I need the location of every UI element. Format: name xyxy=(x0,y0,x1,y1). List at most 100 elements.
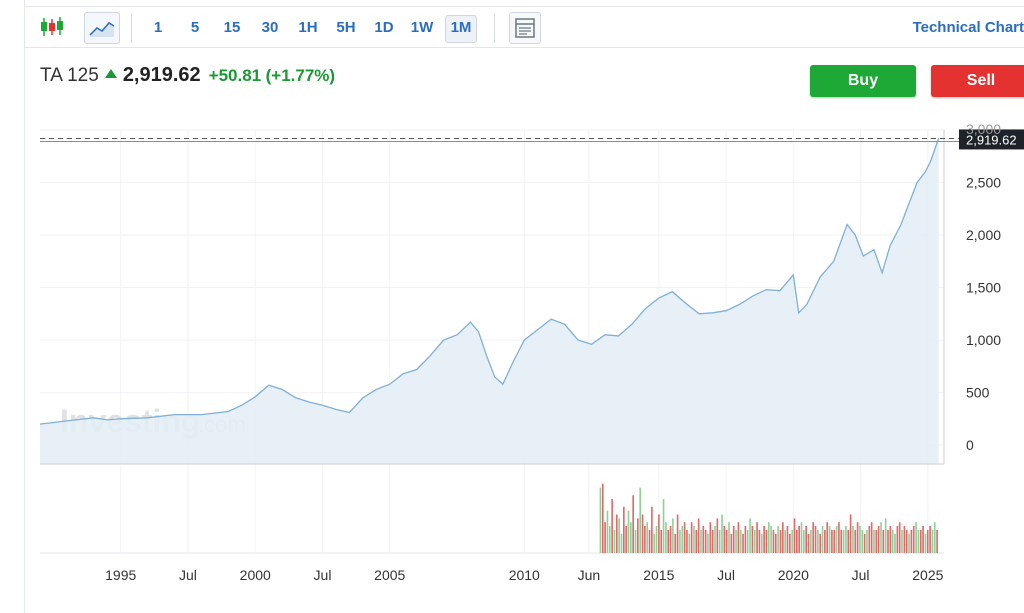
y-tick-label: 0 xyxy=(966,437,974,453)
volume-bar xyxy=(784,529,786,553)
volume-bar xyxy=(625,526,627,553)
price-line xyxy=(39,138,940,425)
price-change: +50.81 xyxy=(208,66,262,85)
x-tick-label: 2025 xyxy=(912,567,943,583)
volume-bar xyxy=(788,533,791,554)
volume-bar xyxy=(686,529,688,553)
volume-bar xyxy=(824,529,826,553)
volume-bar xyxy=(835,526,838,553)
x-tick-label: 2020 xyxy=(778,567,809,583)
volume-bar xyxy=(800,522,803,553)
volume-bar xyxy=(695,529,698,553)
volume-bar xyxy=(613,529,616,553)
line-chart-button[interactable] xyxy=(84,12,120,44)
volume-bar xyxy=(854,529,857,553)
interval-1m[interactable]: 1M xyxy=(445,15,477,43)
volume-bar xyxy=(728,522,730,553)
volume-bar xyxy=(933,522,936,553)
volume-bar xyxy=(786,526,789,553)
volume-bar xyxy=(672,518,674,553)
volume-bar xyxy=(709,522,712,553)
volume-bar xyxy=(903,526,906,553)
volume-bar xyxy=(688,533,691,554)
volume-bar xyxy=(760,533,763,554)
volume-bar xyxy=(667,529,670,553)
volume-bar xyxy=(868,526,871,553)
volume-bar xyxy=(604,522,606,553)
volume-bar xyxy=(866,529,868,553)
volume-bar xyxy=(751,526,754,553)
volume-bar xyxy=(676,514,679,553)
volume-bar xyxy=(627,510,630,553)
volume-bar xyxy=(742,533,744,554)
volume-bar xyxy=(777,526,779,553)
volume-bar xyxy=(891,529,894,553)
volume-bar xyxy=(634,529,637,553)
buy-button[interactable]: Buy xyxy=(810,65,916,97)
y-tick-label: 1,000 xyxy=(966,332,1001,348)
interval-1w[interactable]: 1W xyxy=(410,19,434,36)
volume-bar xyxy=(646,522,649,553)
volume-bar xyxy=(711,529,714,553)
volume-bar xyxy=(735,529,737,553)
volume-bar xyxy=(929,526,931,553)
volume-bar xyxy=(781,522,784,553)
instrument-name: TA 125 xyxy=(40,65,99,86)
volume-bar xyxy=(915,522,917,553)
price-area xyxy=(40,138,939,464)
volume-bar xyxy=(774,533,777,554)
volume-bar xyxy=(665,522,667,553)
y-tick-label-partial: 3,000 xyxy=(966,121,1001,137)
volume-bar xyxy=(905,529,908,553)
volume-bar xyxy=(819,533,822,554)
volume-bar xyxy=(849,514,852,553)
volume-bar xyxy=(828,526,831,553)
interval-5[interactable]: 5 xyxy=(190,19,200,36)
volume-bar xyxy=(739,529,742,553)
volume-bar xyxy=(662,499,665,553)
volume-bar xyxy=(936,529,938,553)
volume-bar xyxy=(919,529,922,553)
volume-bar xyxy=(793,518,796,553)
toolbar-separator xyxy=(494,13,495,43)
volume-bar xyxy=(831,529,833,553)
volume-bar xyxy=(644,526,646,553)
chart-toolbar: 1 5 15 30 1H 5H 1D 1W 1M Technical Chart xyxy=(24,6,1024,48)
interval-5h[interactable]: 5H xyxy=(336,19,356,36)
volume-bar xyxy=(630,522,632,553)
volume-bar xyxy=(637,518,639,553)
volume-bar xyxy=(859,526,861,553)
volume-bar xyxy=(805,526,807,553)
interval-1[interactable]: 1 xyxy=(153,19,163,36)
interval-1h[interactable]: 1H xyxy=(298,19,318,36)
volume-bar xyxy=(639,487,641,554)
volume-bar xyxy=(807,533,810,554)
volume-bar xyxy=(863,533,866,554)
chart-layout-button[interactable] xyxy=(509,12,541,44)
volume-bar xyxy=(714,526,716,553)
interval-30[interactable]: 30 xyxy=(261,19,279,36)
volume-bar xyxy=(683,522,686,553)
x-tick-label: Jul xyxy=(852,567,870,583)
volume-bar xyxy=(847,529,850,553)
volume-bar xyxy=(601,483,604,553)
candlestick-icon[interactable] xyxy=(38,13,66,41)
volume-bar xyxy=(641,514,644,553)
volume-bar xyxy=(912,526,915,553)
interval-15[interactable]: 15 xyxy=(223,19,241,36)
volume-bar xyxy=(697,518,700,553)
quote-header: TA 125 2,919.62 +50.81 (+1.77%) xyxy=(40,64,335,92)
volume-bar xyxy=(623,506,625,553)
volume-bar xyxy=(702,526,705,553)
volume-bar xyxy=(931,529,934,553)
y-tick-label: 500 xyxy=(966,385,990,401)
technical-chart-link[interactable]: Technical Chart xyxy=(912,19,1024,36)
x-tick-label: Jul xyxy=(314,567,332,583)
x-tick-label: Jun xyxy=(578,567,601,583)
volume-bar xyxy=(669,526,672,553)
interval-1d[interactable]: 1D xyxy=(374,19,394,36)
volume-bar xyxy=(889,526,892,553)
y-tick-label: 2,000 xyxy=(966,227,1001,243)
volume-bar xyxy=(884,518,887,553)
sell-button[interactable]: Sell xyxy=(931,65,1024,97)
